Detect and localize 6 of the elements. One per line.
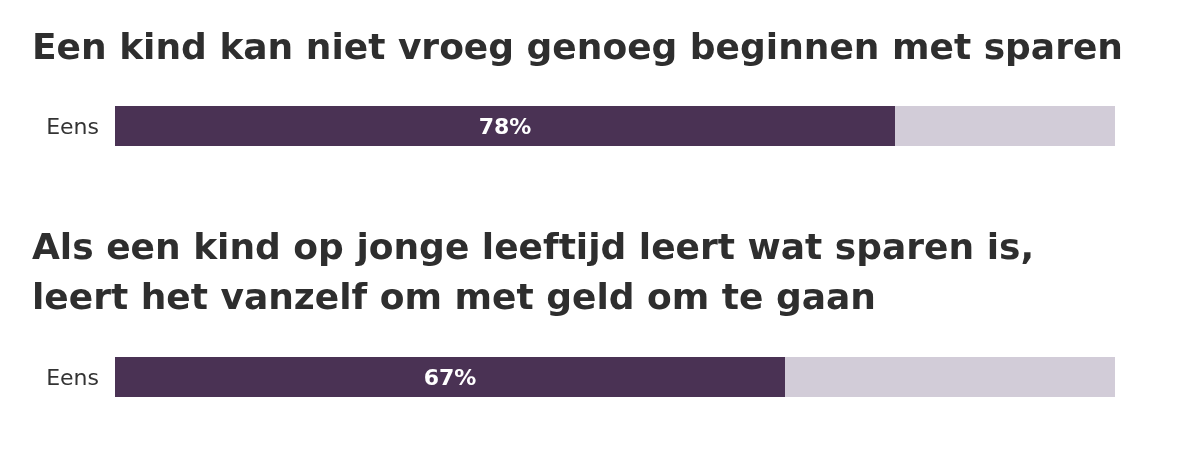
chart-title: Als een kind op jonge leeftijd leert wat sparen is, leert het vanzelf om met geld om te gaan [32,225,1047,317]
y-tick-label: Eens [46,113,99,139]
data-label: 67% [423,364,477,390]
y-tick-label: Eens [46,364,99,390]
data-label: 78% [478,113,532,139]
chart-title: Een kind kan niet vroeg genoeg beginnen met sparen [32,25,1123,67]
